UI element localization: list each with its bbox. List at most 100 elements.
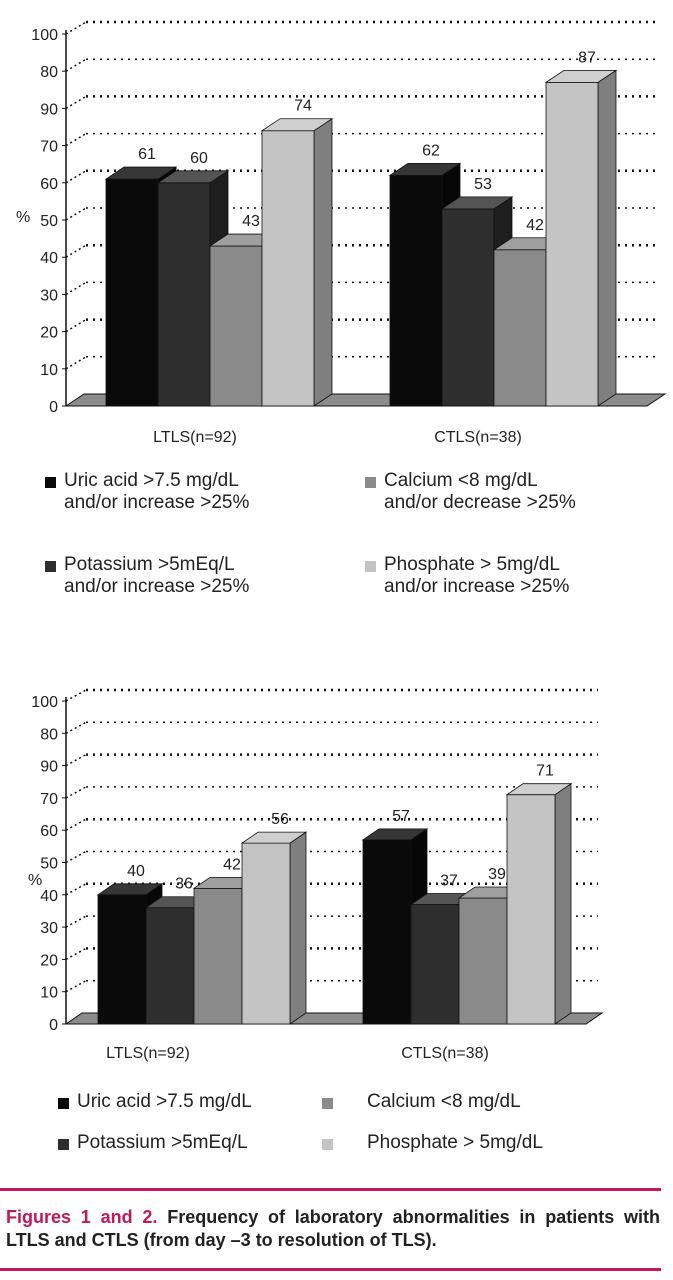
- y-tick-label-2-4: 40: [40, 888, 58, 905]
- gridline-slant-1-1: [65, 356, 87, 370]
- legend-swatch-calcium-2: [322, 1098, 333, 1109]
- gridline-slant-1-6: [65, 170, 87, 184]
- legend-swatch-phosphate-1: [365, 561, 376, 572]
- bar-top-2-0-3: [240, 831, 308, 844]
- bar-1-1-2: [493, 249, 547, 407]
- y-tick-label-1-6: 60: [40, 176, 58, 193]
- bar-side-2-0-3: [289, 831, 307, 1025]
- data-label-2-0-1: 36: [175, 876, 193, 893]
- gridline-slant-2-4: [65, 883, 87, 896]
- bar-side-1-1-3: [597, 69, 617, 407]
- gridline-slant-2-6: [65, 818, 87, 831]
- bar-top-2-1-0: [361, 828, 429, 841]
- bar-1-1-0: [389, 174, 443, 407]
- data-label-2-0-0: 40: [127, 863, 145, 880]
- gridline-slant-2-5: [65, 850, 87, 864]
- gridline-slant-1-3: [65, 281, 87, 296]
- bar-2-0-0: [97, 894, 147, 1025]
- caption-rule-bottom: [0, 1268, 661, 1271]
- bar-top-2-0-0: [96, 883, 164, 896]
- legend-item-calcium-1: Calcium <8 mg/dL and/or decrease >25%: [365, 470, 576, 514]
- chart-1: 0 10 20 30 40 50 60 70 90 80 100% 61 60 43 74 LTLS(n=92…: [16, 20, 667, 446]
- bar-top-1-1-0: [388, 162, 462, 176]
- gridline-slant-2-3: [65, 915, 87, 928]
- bar-top-1-1-1: [440, 196, 514, 210]
- legend-label-phosphate-1: Phosphate > 5mg/dL and/or increase >25%: [384, 554, 570, 597]
- data-label-1-0-3: 74: [294, 98, 312, 115]
- y-tick-label-1-0: 0: [49, 399, 58, 416]
- data-label-2-1-0: 57: [392, 808, 410, 825]
- legend-label-uric-acid-2: Uric acid >7.5 mg/dL: [77, 1091, 252, 1112]
- bar-top-1-0-3: [260, 118, 334, 132]
- y-tick-label-2-7: 70: [40, 791, 58, 808]
- y-tick-label-2-10: 100: [31, 694, 58, 711]
- figure-caption: Figures 1 and 2. Frequency of laboratory…: [6, 1206, 660, 1252]
- legend-item-phosphate-2: Phosphate > 5mg/dL: [322, 1132, 543, 1154]
- bar-top-1-0-0: [104, 166, 178, 180]
- y-tick-label-2-8: 90: [40, 759, 58, 776]
- bar-top-1-1-3: [544, 69, 618, 83]
- y-axis-label-2: %: [28, 872, 42, 889]
- data-label-2-1-3: 71: [536, 763, 554, 780]
- y-tick-label-2-2: 20: [40, 952, 58, 969]
- data-label-1-1-3: 87: [578, 49, 596, 66]
- y-tick-label-2-1: 10: [40, 985, 58, 1002]
- data-label-2-1-1: 37: [440, 872, 458, 889]
- gridline-slant-1-5: [65, 207, 87, 221]
- bar-1-0-0: [105, 178, 159, 407]
- category-label-1-1: CTLS(n=38): [434, 429, 522, 446]
- y-axis-label-1: %: [16, 209, 30, 226]
- bar-2-0-3: [241, 842, 291, 1025]
- bar-1-1-1: [441, 208, 495, 407]
- y-tick-label-1-8: 90: [40, 101, 58, 118]
- category-label-2-1: CTLS(n=38): [401, 1045, 489, 1062]
- legend-swatch-potassium-2: [58, 1139, 69, 1150]
- legend-swatch-potassium-1: [45, 561, 56, 572]
- gridline-slant-2-7: [65, 786, 87, 799]
- data-label-1-0-2: 43: [242, 213, 260, 230]
- legend-label-calcium-1: Calcium <8 mg/dL and/or decrease >25%: [384, 470, 576, 513]
- data-label-2-0-3: 56: [271, 811, 289, 828]
- y-tick-label-2-5: 50: [40, 856, 58, 873]
- gridline-slant-1-9: [65, 58, 87, 72]
- legend-item-potassium-2: Potassium >5mEq/L: [58, 1132, 248, 1154]
- legend-item-potassium-1: Potassium >5mEq/L and/or increase >25%: [45, 554, 249, 598]
- bar-side-2-1-3: [554, 782, 572, 1025]
- bar-top-2-1-3: [505, 783, 573, 796]
- data-label-1-1-1: 53: [474, 176, 492, 193]
- legend-item-calcium-2: Calcium <8 mg/dL: [322, 1091, 521, 1113]
- bar-1-0-1: [157, 182, 211, 407]
- data-label-1-0-0: 61: [138, 146, 156, 163]
- legend-label-calcium-2: Calcium <8 mg/dL: [367, 1091, 521, 1112]
- gridline-slant-2-9: [65, 721, 87, 734]
- legend-swatch-phosphate-2: [322, 1139, 333, 1150]
- bar-2-1-2: [458, 897, 508, 1025]
- legend-swatch-calcium-1: [365, 477, 376, 488]
- chart-2: 0102030405060709080100%40364256LTLS(n=92…: [28, 688, 604, 1062]
- bar-2-1-0: [362, 839, 412, 1025]
- y-tick-label-1-4: 40: [40, 250, 58, 267]
- bar-2-1-1: [410, 904, 460, 1025]
- legend-item-phosphate-1: Phosphate > 5mg/dL and/or increase >25%: [365, 554, 569, 598]
- data-label-2-0-2: 42: [223, 856, 241, 873]
- gridline-slant-1-7: [65, 132, 87, 147]
- category-label-1-0: LTLS(n=92): [153, 429, 237, 446]
- y-tick-label-1-1: 10: [40, 362, 58, 379]
- legend-swatch-uric-acid-1: [45, 477, 56, 488]
- legend-swatch-uric-acid-2: [58, 1098, 69, 1109]
- gridline-slant-1-10: [65, 21, 87, 35]
- bar-2-0-1: [145, 907, 195, 1025]
- bar-top-1-0-1: [156, 170, 230, 184]
- legend-label-potassium-1: Potassium >5mEq/L and/or increase >25%: [64, 554, 250, 597]
- data-label-2-1-2: 39: [488, 866, 506, 883]
- legend-label-potassium-2: Potassium >5mEq/L: [77, 1132, 248, 1153]
- y-tick-label-1-7: 70: [40, 139, 58, 156]
- y-tick-label-1-3: 30: [40, 287, 58, 304]
- caption-text: Frequency of laboratory abnormalities in…: [6, 1207, 660, 1250]
- gridline-slant-2-1: [65, 980, 87, 993]
- legend-label-uric-acid-1: Uric acid >7.5 mg/dL and/or increase >25…: [64, 470, 250, 513]
- gridline-slant-2-10: [65, 689, 87, 702]
- y-tick-label-1-9: 80: [40, 64, 58, 81]
- y-tick-label-1-5: 50: [40, 213, 58, 230]
- caption-label: Figures 1 and 2.: [6, 1207, 158, 1227]
